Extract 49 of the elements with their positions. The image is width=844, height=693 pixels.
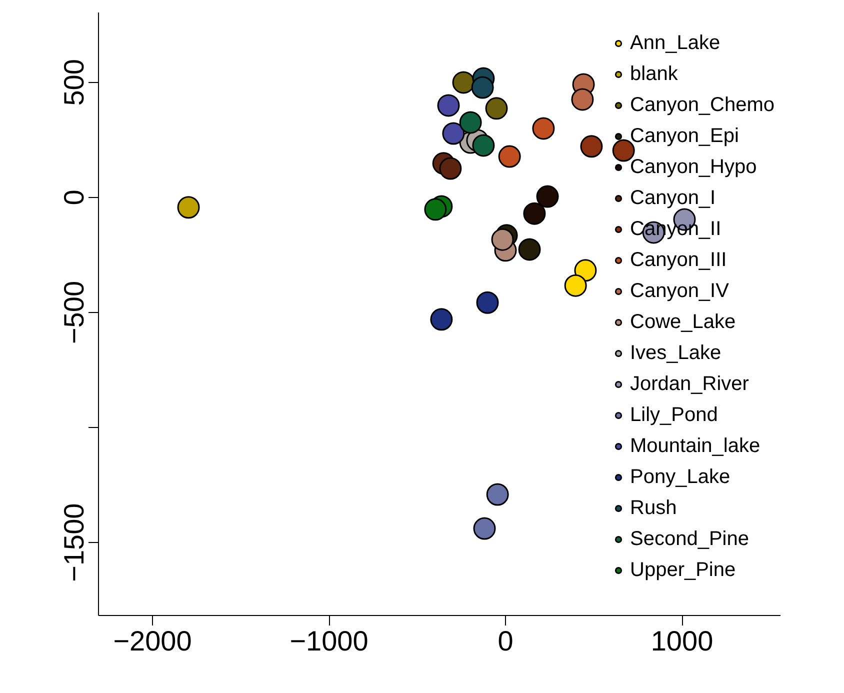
- point: [532, 117, 555, 140]
- point: [485, 97, 508, 120]
- y-tick-label: −500: [58, 280, 90, 344]
- legend-label: Rush: [630, 496, 677, 520]
- point: [471, 76, 494, 99]
- x-tick-label: 0: [498, 626, 514, 656]
- point: [473, 517, 496, 540]
- point: [437, 94, 460, 117]
- legend-label: Canyon_Hypo: [630, 155, 757, 179]
- y-tick-label: 0: [58, 190, 90, 206]
- legend-label: blank: [630, 62, 678, 86]
- legend-label: Lily_Pond: [630, 403, 718, 427]
- point: [571, 88, 594, 111]
- legend-label: Canyon_Chemo: [630, 93, 775, 117]
- x-tick-label: 1000: [650, 626, 714, 656]
- legend-label: Ann_Lake: [630, 31, 720, 55]
- point: [476, 291, 499, 314]
- legend-label: Canyon_Epi: [630, 124, 739, 148]
- point: [574, 259, 597, 282]
- point: [472, 134, 495, 157]
- legend-label: Canyon_III: [630, 248, 727, 272]
- legend-label: Second_Pine: [630, 527, 749, 551]
- point: [430, 308, 453, 331]
- point: [439, 157, 462, 180]
- legend-label: Upper_Pine: [630, 558, 736, 582]
- point: [486, 483, 509, 506]
- legend-label: Cowe_Lake: [630, 310, 736, 334]
- point: [459, 111, 482, 134]
- point: [580, 135, 603, 158]
- point: [442, 122, 465, 145]
- legend-label: Canyon_I: [630, 186, 716, 210]
- x-tick-label: −1000: [290, 626, 368, 656]
- point: [491, 228, 514, 251]
- point: [498, 145, 521, 168]
- y-tick-label: 500: [58, 59, 90, 106]
- y-tick-label: −1500: [58, 503, 90, 582]
- point: [177, 196, 200, 219]
- point: [523, 202, 546, 225]
- legend-label: Pony_Lake: [630, 465, 730, 489]
- point: [564, 274, 587, 297]
- point: [518, 238, 541, 261]
- legend-label: Ives_Lake: [630, 341, 722, 365]
- point: [424, 198, 447, 221]
- legend-label: Jordan_River: [630, 372, 749, 396]
- x-tick-label: −2000: [113, 626, 192, 656]
- point: [536, 185, 559, 208]
- legend-label: Mountain_lake: [630, 434, 760, 458]
- legend-label: Canyon_IV: [630, 279, 729, 303]
- point: [452, 71, 475, 94]
